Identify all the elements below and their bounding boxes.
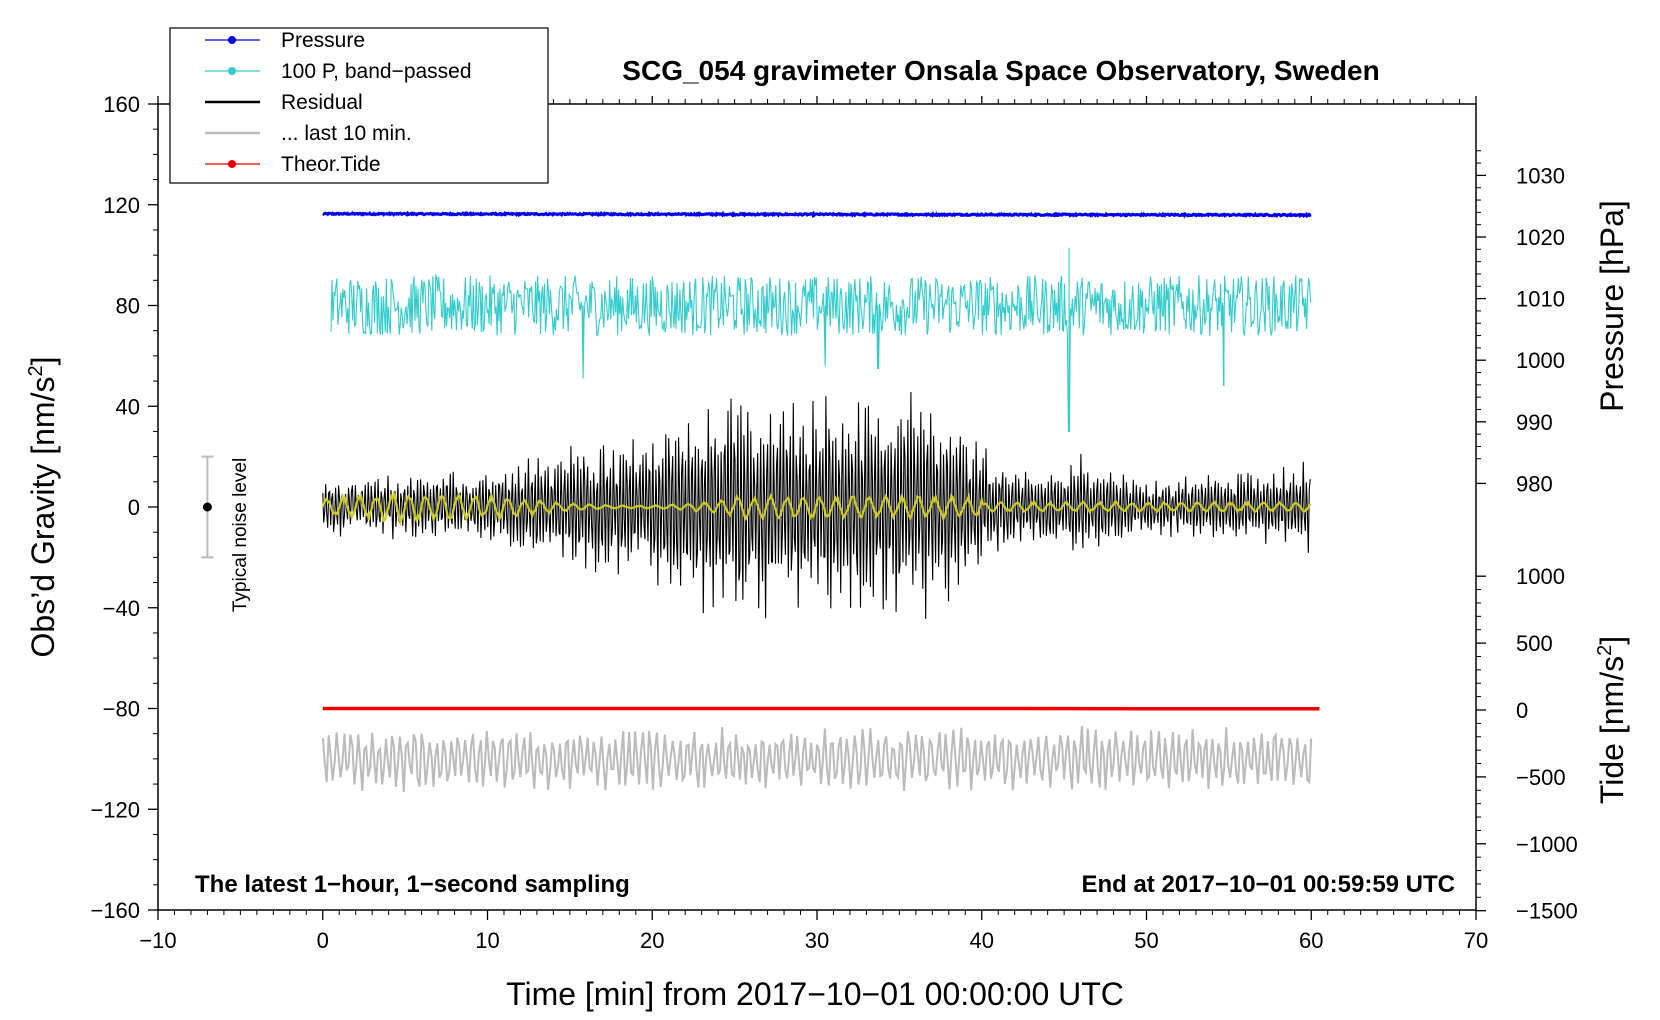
x-tick-label: 50	[1134, 928, 1158, 953]
pressure-series	[322, 210, 1312, 219]
pressure-tick-label: 1030	[1516, 163, 1565, 188]
pressure-tick-label: 1020	[1516, 225, 1565, 250]
last-10-min-series	[321, 726, 1313, 793]
pressure-axis-label: Pressure [hPa]	[1594, 200, 1630, 412]
noise-bar-point	[202, 502, 212, 512]
x-axis-label: Time [min] from 2017−10−01 00:00:00 UTC	[506, 976, 1124, 1012]
y-axis-label-main-sup: 2	[25, 365, 47, 376]
pressure-tick-label: 1000	[1516, 348, 1565, 373]
tide-axis-label: Tide [nm/s2]	[1594, 636, 1630, 804]
series-layer	[201, 210, 1320, 793]
y-tick-label: 160	[103, 92, 140, 117]
legend-box	[169, 27, 549, 184]
x-tick-label: 10	[475, 928, 499, 953]
legend-marker	[228, 36, 236, 44]
tide-tick-label: −500	[1516, 765, 1566, 790]
legend-label: Theor.Tide	[281, 153, 381, 176]
legend-marker	[228, 160, 236, 168]
x-tick-label: 40	[970, 928, 994, 953]
legend-marker	[228, 67, 236, 75]
annotation-left: The latest 1−hour, 1−second sampling	[195, 871, 630, 898]
y-axis-label-main-close: ]	[25, 357, 61, 366]
x-tick-label: 0	[317, 928, 329, 953]
y-axis-label-main-text: Obs’d Gravity [nm/s	[25, 377, 61, 658]
pressure-tick-label: 1010	[1516, 287, 1565, 312]
pressure-tick-label: 990	[1516, 410, 1553, 435]
x-tick-label: 60	[1299, 928, 1323, 953]
tide-tick-label: 1000	[1516, 564, 1565, 589]
band-passed-series	[330, 247, 1312, 432]
tide-tick-label: 500	[1516, 631, 1553, 656]
y-tick-label: 120	[103, 193, 140, 218]
tide-axis-label-sup: 2	[1594, 645, 1616, 656]
legend-items: Pressure 100 P, band−passed Residual ... la…	[205, 29, 472, 176]
y-tick-label: −40	[103, 596, 140, 621]
tide-axis-label-text: Tide [nm/s	[1594, 656, 1630, 804]
legend-label: Residual	[281, 91, 363, 114]
y-tick-label: 80	[116, 294, 140, 319]
annotation-right: End at 2017−10−01 00:59:59 UTC	[1081, 871, 1455, 898]
residual-smoothed-series	[321, 489, 1312, 527]
legend-label: ... last 10 min.	[281, 122, 412, 145]
y-axis-label-main: Obs’d Gravity [nm/s2]	[25, 357, 61, 658]
legend-label: Pressure	[281, 29, 365, 52]
ticks-layer: −10 0 10 20 30 40 50 60 7016012080400−40−80−120−…	[90, 92, 1577, 953]
tide-axis-label-close: ]	[1594, 636, 1630, 645]
x-tick-label: −10	[139, 928, 176, 953]
x-tick-label: 70	[1464, 928, 1488, 953]
x-tick-label: 30	[805, 928, 829, 953]
noise-label: Typical noise level	[230, 458, 251, 612]
tide-tick-label: −1000	[1516, 832, 1578, 857]
legend: Pressure 100 P, band−passed Residual ... la…	[169, 27, 549, 184]
tide-tick-label: −1500	[1516, 899, 1578, 924]
x-tick-label: 20	[640, 928, 664, 953]
y-tick-label: 40	[116, 394, 140, 419]
chart-title: SCG_054 gravimeter Onsala Space Observat…	[622, 55, 1379, 86]
y-tick-label: 0	[128, 495, 140, 520]
tide-tick-label: 0	[1516, 698, 1528, 723]
y-tick-label: −120	[90, 797, 140, 822]
legend-label: 100 P, band−passed	[281, 60, 472, 83]
y-tick-label: −160	[90, 898, 140, 923]
y-tick-label: −80	[103, 697, 140, 722]
pressure-tick-label: 980	[1516, 471, 1553, 496]
